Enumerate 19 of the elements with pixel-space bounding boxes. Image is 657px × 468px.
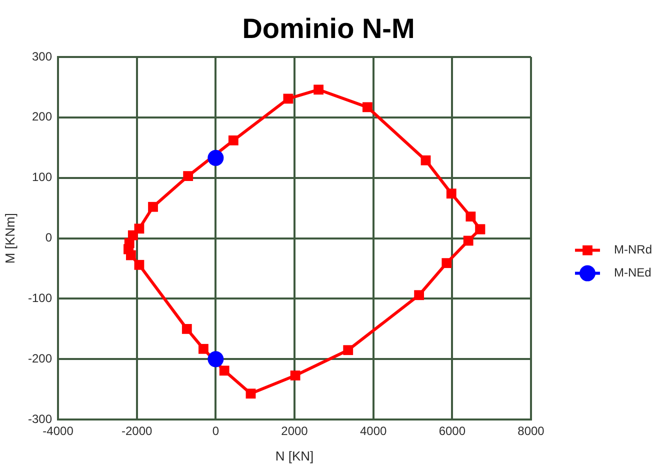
y-tick-label: 0 (45, 230, 52, 245)
x-tick-label: 8000 (518, 424, 545, 438)
x-tick-label: 6000 (438, 424, 466, 438)
y-tick-label: -100 (28, 291, 52, 306)
x-tick-label: -4000 (42, 424, 74, 438)
x-axis-title: N [KN] (275, 448, 314, 464)
x-tick-label: -2000 (121, 424, 153, 438)
chart-title: Dominio N-M (242, 13, 415, 44)
x-tick-label: 4000 (360, 424, 388, 438)
y-tick-label: 100 (32, 170, 52, 184)
y-tick-label: -300 (28, 412, 52, 426)
y-tick-label: 200 (32, 110, 52, 124)
legend-label: M-NEd (614, 266, 652, 280)
legend-label: M-NRd (614, 242, 652, 257)
x-tick-label: 0 (212, 424, 220, 438)
y-tick-label: -200 (28, 351, 52, 366)
x-tick-label: 2000 (281, 424, 308, 438)
y-tick-label: 300 (32, 49, 52, 64)
y-axis-title: M [KNm] (2, 213, 18, 264)
